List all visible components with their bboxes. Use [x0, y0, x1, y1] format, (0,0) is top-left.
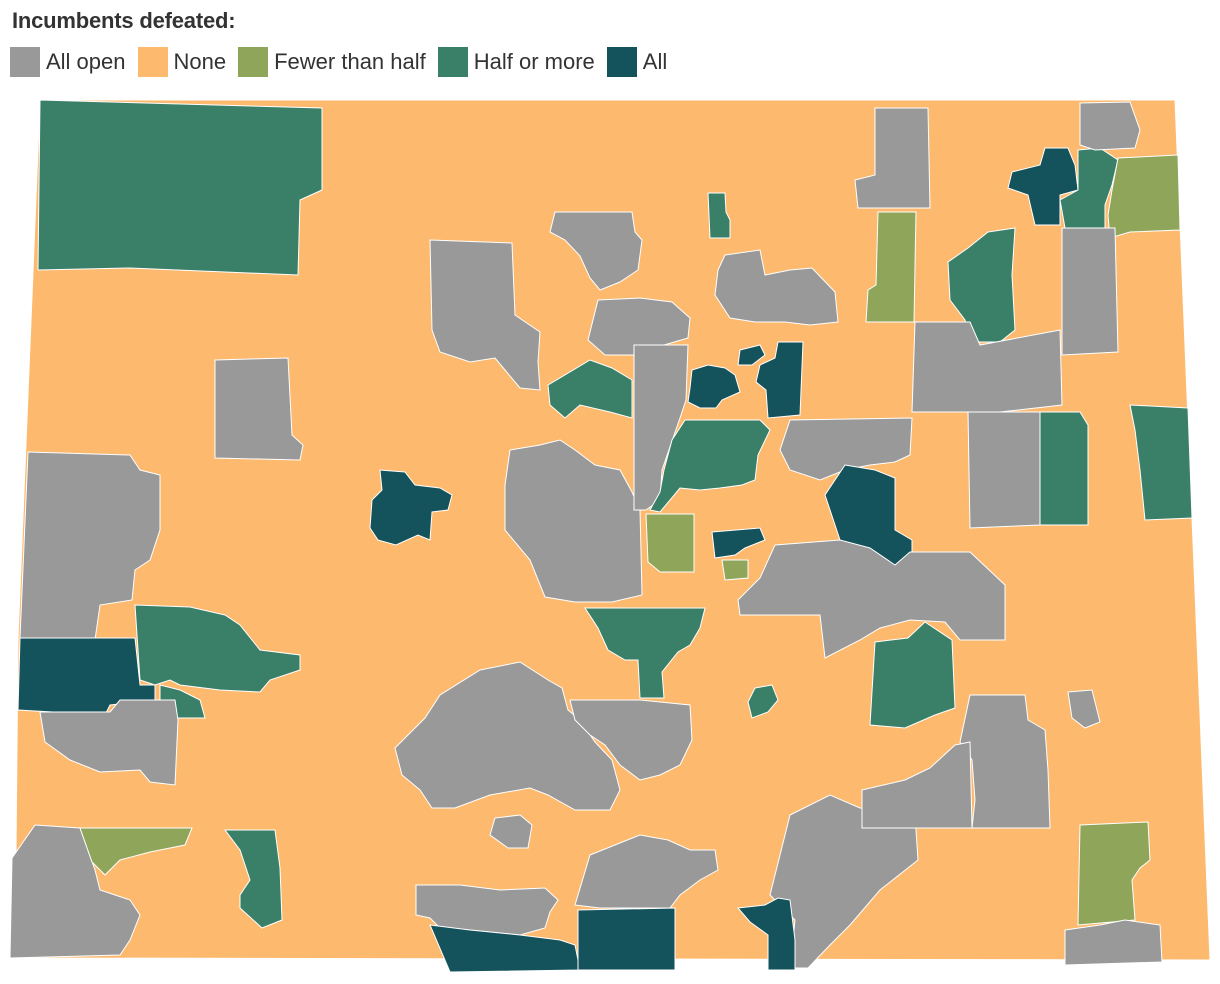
- district-douglas-west[interactable]: [633, 344, 689, 511]
- legend-swatch-none: [137, 47, 168, 77]
- legend-swatch-all-open: [10, 47, 40, 77]
- district-otero-west[interactable]: [861, 741, 973, 829]
- district-larimer-small[interactable]: [707, 192, 731, 239]
- district-yuma[interactable]: [1061, 227, 1119, 356]
- district-sedgwick[interactable]: [1059, 147, 1119, 231]
- district-san-miguel[interactable]: [39, 699, 179, 786]
- district-crowley[interactable]: [869, 621, 956, 729]
- legend-swatch-all: [606, 47, 637, 77]
- legend-item-all-open: All open: [10, 47, 126, 77]
- district-weld-central[interactable]: [865, 211, 917, 323]
- district-conejos-south[interactable]: [577, 907, 676, 971]
- district-kit-carson[interactable]: [1129, 404, 1193, 521]
- district-saguache[interactable]: [394, 661, 621, 811]
- district-morgan[interactable]: [911, 321, 1063, 413]
- district-eagle[interactable]: [369, 469, 453, 546]
- district-boulder-north[interactable]: [714, 249, 839, 326]
- district-summit[interactable]: [547, 359, 633, 419]
- district-northwest[interactable]: [37, 99, 323, 276]
- district-logan[interactable]: [1007, 147, 1079, 226]
- district-boulder-west[interactable]: [587, 297, 691, 356]
- legend-label-all-open: All open: [46, 49, 126, 74]
- district-colorado-springs[interactable]: [711, 527, 766, 559]
- district-phillips[interactable]: [1107, 154, 1181, 239]
- district-jackson[interactable]: [549, 211, 643, 291]
- district-baca-south[interactable]: [1064, 919, 1163, 966]
- legend-label-half-or-more: Half or more: [473, 49, 595, 74]
- district-rio-grande[interactable]: [415, 884, 559, 936]
- district-denver-central[interactable]: [737, 344, 766, 366]
- legend-item-none: None: [137, 47, 227, 77]
- district-archuleta[interactable]: [429, 924, 581, 973]
- district-weld-west[interactable]: [854, 107, 931, 209]
- district-custer[interactable]: [569, 699, 693, 781]
- district-pueblo-small[interactable]: [747, 684, 779, 719]
- district-el-paso-south[interactable]: [737, 539, 1006, 659]
- district-arapahoe-east[interactable]: [967, 411, 1041, 529]
- district-jefferson-south[interactable]: [649, 419, 771, 513]
- legend-item-all: All: [606, 47, 668, 77]
- district-las-animas-west[interactable]: [737, 897, 796, 971]
- district-grand[interactable]: [429, 239, 541, 391]
- legend-title: Incumbents defeated:: [12, 8, 236, 33]
- district-baca[interactable]: [1077, 821, 1151, 926]
- district-denver-west[interactable]: [687, 364, 741, 409]
- district-dolores[interactable]: [79, 827, 193, 876]
- district-gunnison-west[interactable]: [134, 604, 301, 693]
- district-costilla[interactable]: [574, 834, 719, 909]
- legend-item-half-or-more: Half or more: [437, 47, 595, 77]
- district-fremont[interactable]: [584, 607, 706, 699]
- district-fountain[interactable]: [721, 559, 749, 581]
- district-la-plata[interactable]: [224, 829, 283, 929]
- legend-label-none: None: [173, 49, 227, 74]
- district-delta[interactable]: [214, 357, 304, 461]
- legend-swatch-fewer-than-half: [238, 47, 269, 77]
- district-park-east[interactable]: [645, 513, 695, 573]
- legend-swatch-half-or-more: [437, 47, 468, 77]
- legend-label-all: All: [642, 49, 668, 74]
- district-conejos[interactable]: [489, 814, 533, 849]
- legend-item-fewer-than-half: Fewer than half: [238, 47, 426, 77]
- legend-label-fewer-than-half: Fewer than half: [274, 49, 426, 74]
- district-washington[interactable]: [1039, 411, 1089, 526]
- district-aurora[interactable]: [755, 341, 804, 419]
- district-northeast-top[interactable]: [1079, 101, 1141, 151]
- legend: All open None Fewer than half Half or mo…: [10, 47, 679, 77]
- district-bent[interactable]: [1067, 689, 1101, 729]
- district-chaffee[interactable]: [504, 439, 643, 603]
